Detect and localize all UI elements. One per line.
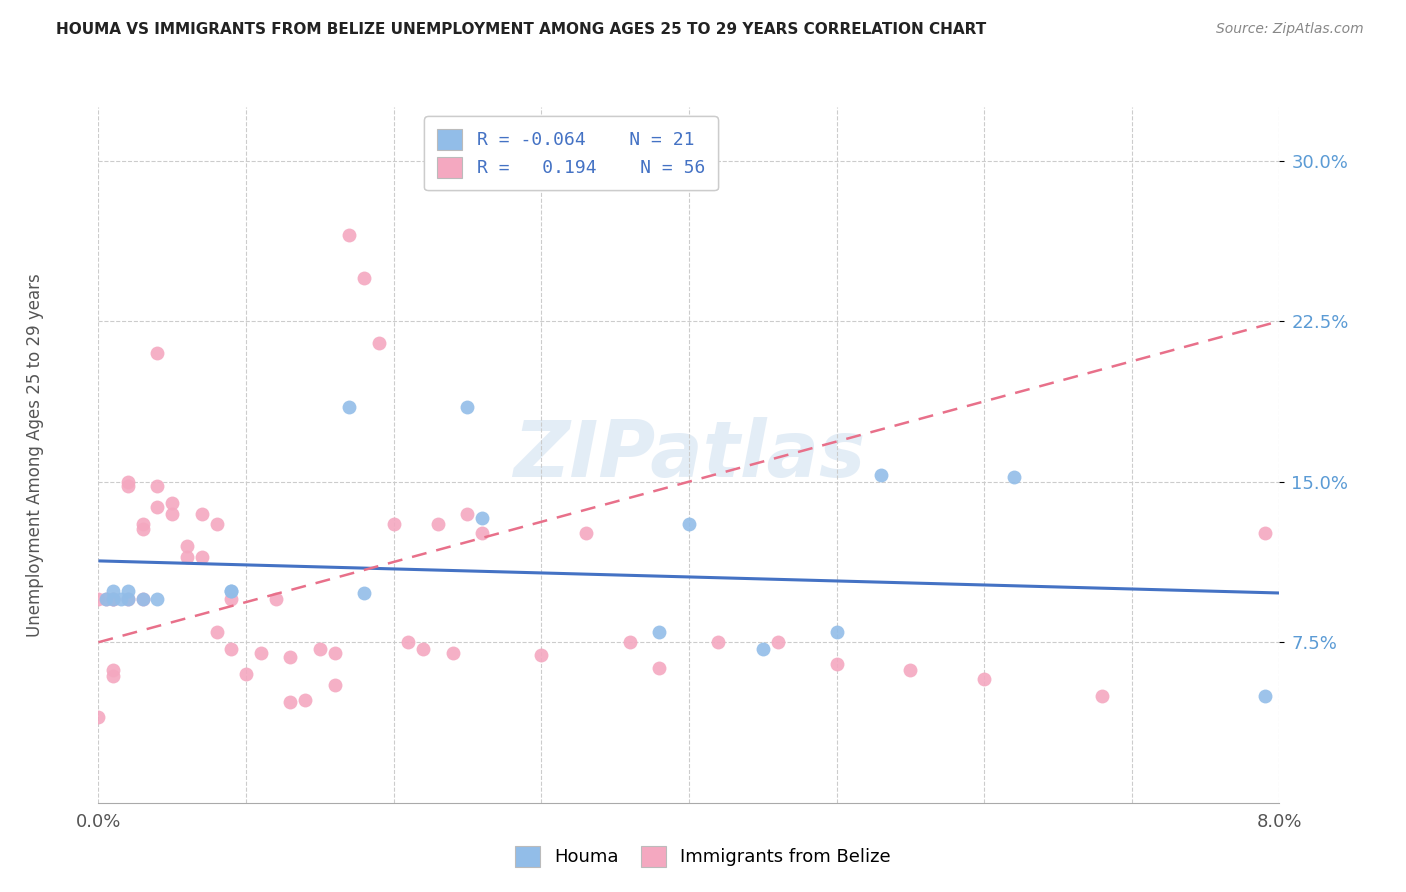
Point bbox=[103, 592, 124, 607]
Point bbox=[162, 507, 183, 521]
Point bbox=[1091, 689, 1114, 703]
Point bbox=[471, 526, 494, 541]
Point bbox=[530, 648, 553, 662]
Point bbox=[337, 228, 360, 243]
Point bbox=[250, 646, 273, 660]
Point bbox=[103, 592, 124, 607]
Point bbox=[367, 335, 389, 350]
Point bbox=[219, 641, 242, 656]
Point bbox=[205, 517, 228, 532]
Point bbox=[353, 586, 375, 600]
Point bbox=[132, 592, 155, 607]
Point bbox=[94, 592, 117, 607]
Point bbox=[103, 592, 124, 607]
Point bbox=[176, 549, 198, 564]
Point bbox=[235, 667, 257, 681]
Point bbox=[337, 400, 360, 414]
Point bbox=[308, 641, 332, 656]
Text: ZIPatlas: ZIPatlas bbox=[513, 417, 865, 493]
Point bbox=[766, 635, 789, 649]
Point bbox=[87, 710, 110, 724]
Point bbox=[117, 475, 139, 489]
Point bbox=[132, 592, 155, 607]
Point bbox=[278, 650, 301, 665]
Point bbox=[471, 511, 494, 525]
Point bbox=[146, 592, 169, 607]
Point bbox=[94, 592, 117, 607]
Point bbox=[825, 657, 848, 671]
Point bbox=[751, 641, 773, 656]
Point bbox=[162, 496, 183, 510]
Point bbox=[426, 517, 449, 532]
Point bbox=[191, 507, 214, 521]
Point bbox=[648, 624, 671, 639]
Point bbox=[1254, 526, 1277, 541]
Point bbox=[132, 517, 155, 532]
Legend: R = -0.064    N = 21, R =   0.194    N = 56: R = -0.064 N = 21, R = 0.194 N = 56 bbox=[425, 116, 717, 190]
Point bbox=[103, 663, 124, 677]
Point bbox=[87, 592, 110, 607]
Point bbox=[191, 549, 214, 564]
Point bbox=[294, 693, 316, 707]
Point bbox=[441, 646, 464, 660]
Point bbox=[103, 669, 124, 683]
Point bbox=[1002, 470, 1025, 484]
Legend: Houma, Immigrants from Belize: Houma, Immigrants from Belize bbox=[508, 838, 898, 874]
Point bbox=[219, 583, 242, 598]
Point bbox=[396, 635, 419, 649]
Point bbox=[574, 526, 596, 541]
Point bbox=[146, 346, 169, 360]
Point bbox=[323, 646, 346, 660]
Point bbox=[146, 479, 169, 493]
Point bbox=[456, 507, 478, 521]
Point bbox=[205, 624, 228, 639]
Point bbox=[973, 672, 995, 686]
Point bbox=[117, 479, 139, 493]
Point bbox=[132, 522, 155, 536]
Point bbox=[619, 635, 641, 649]
Point bbox=[382, 517, 405, 532]
Point bbox=[898, 663, 921, 677]
Point bbox=[219, 592, 242, 607]
Point bbox=[117, 592, 139, 607]
Point bbox=[456, 400, 478, 414]
Point bbox=[412, 641, 434, 656]
Text: Unemployment Among Ages 25 to 29 years: Unemployment Among Ages 25 to 29 years bbox=[27, 273, 44, 637]
Point bbox=[648, 661, 671, 675]
Point bbox=[117, 583, 139, 598]
Point bbox=[264, 592, 287, 607]
Point bbox=[353, 271, 375, 285]
Point bbox=[110, 592, 132, 607]
Point bbox=[323, 678, 346, 692]
Point bbox=[176, 539, 198, 553]
Point bbox=[678, 517, 700, 532]
Text: HOUMA VS IMMIGRANTS FROM BELIZE UNEMPLOYMENT AMONG AGES 25 TO 29 YEARS CORRELATI: HOUMA VS IMMIGRANTS FROM BELIZE UNEMPLOY… bbox=[56, 22, 987, 37]
Text: Source: ZipAtlas.com: Source: ZipAtlas.com bbox=[1216, 22, 1364, 37]
Point bbox=[146, 500, 169, 515]
Point bbox=[825, 624, 848, 639]
Point bbox=[117, 592, 139, 607]
Point bbox=[219, 583, 242, 598]
Point bbox=[869, 468, 891, 483]
Point bbox=[707, 635, 730, 649]
Point bbox=[278, 695, 301, 709]
Point bbox=[1254, 689, 1277, 703]
Point bbox=[103, 583, 124, 598]
